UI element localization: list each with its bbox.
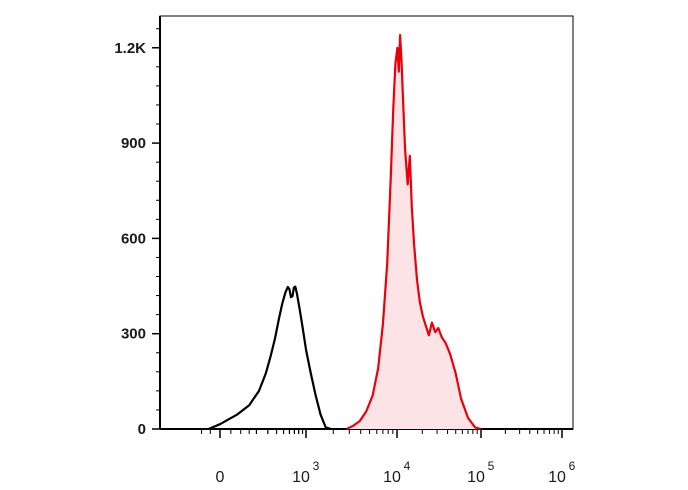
- x-tick-label: 10: [383, 469, 401, 486]
- x-tick-exponent: 3: [313, 459, 320, 473]
- series-1-fill: [346, 35, 481, 429]
- x-tick-label: 10: [467, 469, 485, 486]
- y-tick-label: 0: [138, 421, 146, 438]
- y-axis-ticks: 0 300 600 900 1.2K: [114, 28, 160, 438]
- x-tick-label: 0: [216, 469, 225, 486]
- x-tick-label: 10: [292, 469, 310, 486]
- x-tick-exponent: 6: [569, 459, 576, 473]
- x-tick-label: 10: [548, 469, 566, 486]
- x-tick-exponent: 4: [404, 459, 411, 473]
- plot-frame: [159, 15, 574, 430]
- y-tick-label: 1.2K: [114, 40, 146, 57]
- series-0-line: [208, 285, 332, 431]
- y-tick-label: 600: [121, 230, 146, 247]
- x-tick-exponent: 5: [488, 459, 495, 473]
- series-layer: [208, 34, 482, 431]
- y-tick-label: 900: [121, 135, 146, 152]
- y-tick-label: 300: [121, 326, 146, 343]
- series-1-line: [346, 34, 482, 431]
